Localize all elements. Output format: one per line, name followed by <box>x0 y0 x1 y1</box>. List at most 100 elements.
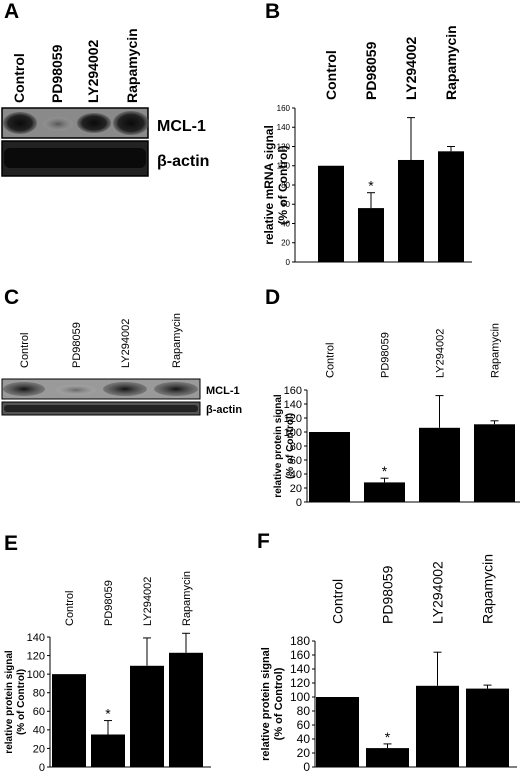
band <box>3 382 45 396</box>
category-label: PD98059 <box>363 41 379 100</box>
y-tick-label: 40 <box>297 732 311 746</box>
y-tick-label: 120 <box>27 650 45 662</box>
y-tick-label: 0 <box>286 258 291 267</box>
band-label: β-actin <box>157 153 209 170</box>
y-tick-label: 120 <box>284 413 302 425</box>
y-tick-label: 160 <box>284 385 302 397</box>
chart-panel-e: E 0 20 40 60 80 100 120 140 relative protein sig… <box>0 524 255 774</box>
band <box>43 117 73 131</box>
band <box>154 382 198 396</box>
panel-letter: C <box>4 286 20 309</box>
bar <box>318 165 344 262</box>
bar <box>169 652 203 767</box>
bar <box>366 748 409 767</box>
blot-c: Control PD98059 LY294002 Rapamycin MCL-1… <box>1 313 242 416</box>
bar <box>474 424 515 502</box>
bar <box>52 674 86 767</box>
panel-letter: F <box>257 530 270 553</box>
bar <box>398 159 424 262</box>
blot-strip-mcl1 <box>1 378 201 400</box>
y-tick-label: 100 <box>277 162 291 171</box>
category-label: Control <box>64 591 76 626</box>
lane-label: Control <box>11 53 27 103</box>
y-tick-label: 100 <box>27 669 45 681</box>
panel-letter: A <box>4 0 20 23</box>
y-axis-label: relative protein signal <box>4 650 15 754</box>
blot-a: Control PD98059 LY294002 Rapamycin MCL-1… <box>1 28 209 177</box>
band <box>103 382 147 396</box>
panel-a: A Control PD98059 LY294002 Rapamycin MCL… <box>0 0 250 190</box>
category-label: PD98059 <box>103 580 115 626</box>
y-tick-label: 40 <box>290 469 302 481</box>
y-tick-label: 80 <box>290 441 302 453</box>
category-label: LY294002 <box>403 36 419 100</box>
bar-chart-b: 0 20 40 60 80 100 120 140 160 relative mRNA signa… <box>262 25 472 267</box>
bar <box>130 665 164 767</box>
category-label: Rapamycin <box>479 554 495 624</box>
y-tick-label: 20 <box>297 746 311 760</box>
y-tick-label: 180 <box>290 634 310 648</box>
category-label: PD98059 <box>379 565 395 624</box>
lane-label: Rapamycin <box>171 313 183 368</box>
bar <box>416 685 459 767</box>
y-tick-label: 20 <box>33 743 45 755</box>
lane-label: LY294002 <box>85 39 101 103</box>
bar <box>364 482 405 502</box>
panel-letter: E <box>4 532 19 555</box>
bar-chart-e: 0 20 40 60 80 100 120 140 relative protein signa… <box>4 571 211 774</box>
significance-marker: * <box>105 706 111 722</box>
category-label: LY294002 <box>434 329 446 378</box>
category-label: Rapamycin <box>181 571 193 626</box>
lane-label: LY294002 <box>120 319 132 368</box>
y-tick-label: 140 <box>290 662 310 676</box>
y-axis-label: (% of Control) <box>16 669 27 735</box>
panel-c: C Control PD98059 LY294002 Rapamycin MCL… <box>0 286 250 416</box>
y-tick-label: 160 <box>290 648 310 662</box>
category-label: Rapamycin <box>443 25 459 100</box>
significance-marker: * <box>368 178 374 194</box>
bar <box>309 432 350 502</box>
y-tick-label: 80 <box>33 688 45 700</box>
y-tick-label: 100 <box>284 427 302 439</box>
chart-panel-d: D 0 20 40 60 80 100 120 140 160 relative protein … <box>255 286 520 516</box>
y-axis-label: (% of Control) <box>273 667 285 740</box>
y-axis-label: (% of Control) <box>276 145 290 224</box>
band <box>77 113 111 133</box>
y-axis-label: (% of Control) <box>285 413 296 479</box>
y-tick-label: 0 <box>303 760 310 774</box>
bar <box>419 427 460 502</box>
category-label: LY294002 <box>429 561 445 624</box>
category-label: LY294002 <box>142 577 154 626</box>
band-label: β-actin <box>206 404 242 416</box>
y-tick-label: 100 <box>290 690 310 704</box>
y-tick-label: 140 <box>27 632 45 644</box>
bar <box>438 151 464 262</box>
y-axis-label: relative protein signal <box>260 647 272 761</box>
bar <box>466 688 509 767</box>
category-label: Rapamycin <box>489 323 501 378</box>
y-tick-label: 0 <box>39 762 45 774</box>
y-tick-label: 120 <box>277 142 291 151</box>
lane-label: PD98059 <box>71 322 83 368</box>
category-label: Control <box>323 50 339 100</box>
bar <box>316 697 359 767</box>
band-label: MCL-1 <box>206 385 240 397</box>
band-label: MCL-1 <box>157 118 206 135</box>
y-tick-label: 120 <box>290 676 310 690</box>
y-tick-label: 140 <box>277 123 291 132</box>
band <box>56 385 96 395</box>
y-tick-label: 60 <box>297 718 311 732</box>
category-label: Control <box>324 343 336 378</box>
significance-marker: * <box>385 729 391 745</box>
y-tick-label: 60 <box>33 706 45 718</box>
band <box>3 112 37 134</box>
bar <box>91 734 125 767</box>
y-tick-label: 60 <box>290 455 302 467</box>
y-tick-label: 60 <box>281 200 290 209</box>
lane-label: Control <box>19 333 31 368</box>
panel-letter: B <box>265 0 281 23</box>
y-axis-label: relative protein signal <box>273 394 284 498</box>
y-tick-label: 20 <box>281 239 290 248</box>
